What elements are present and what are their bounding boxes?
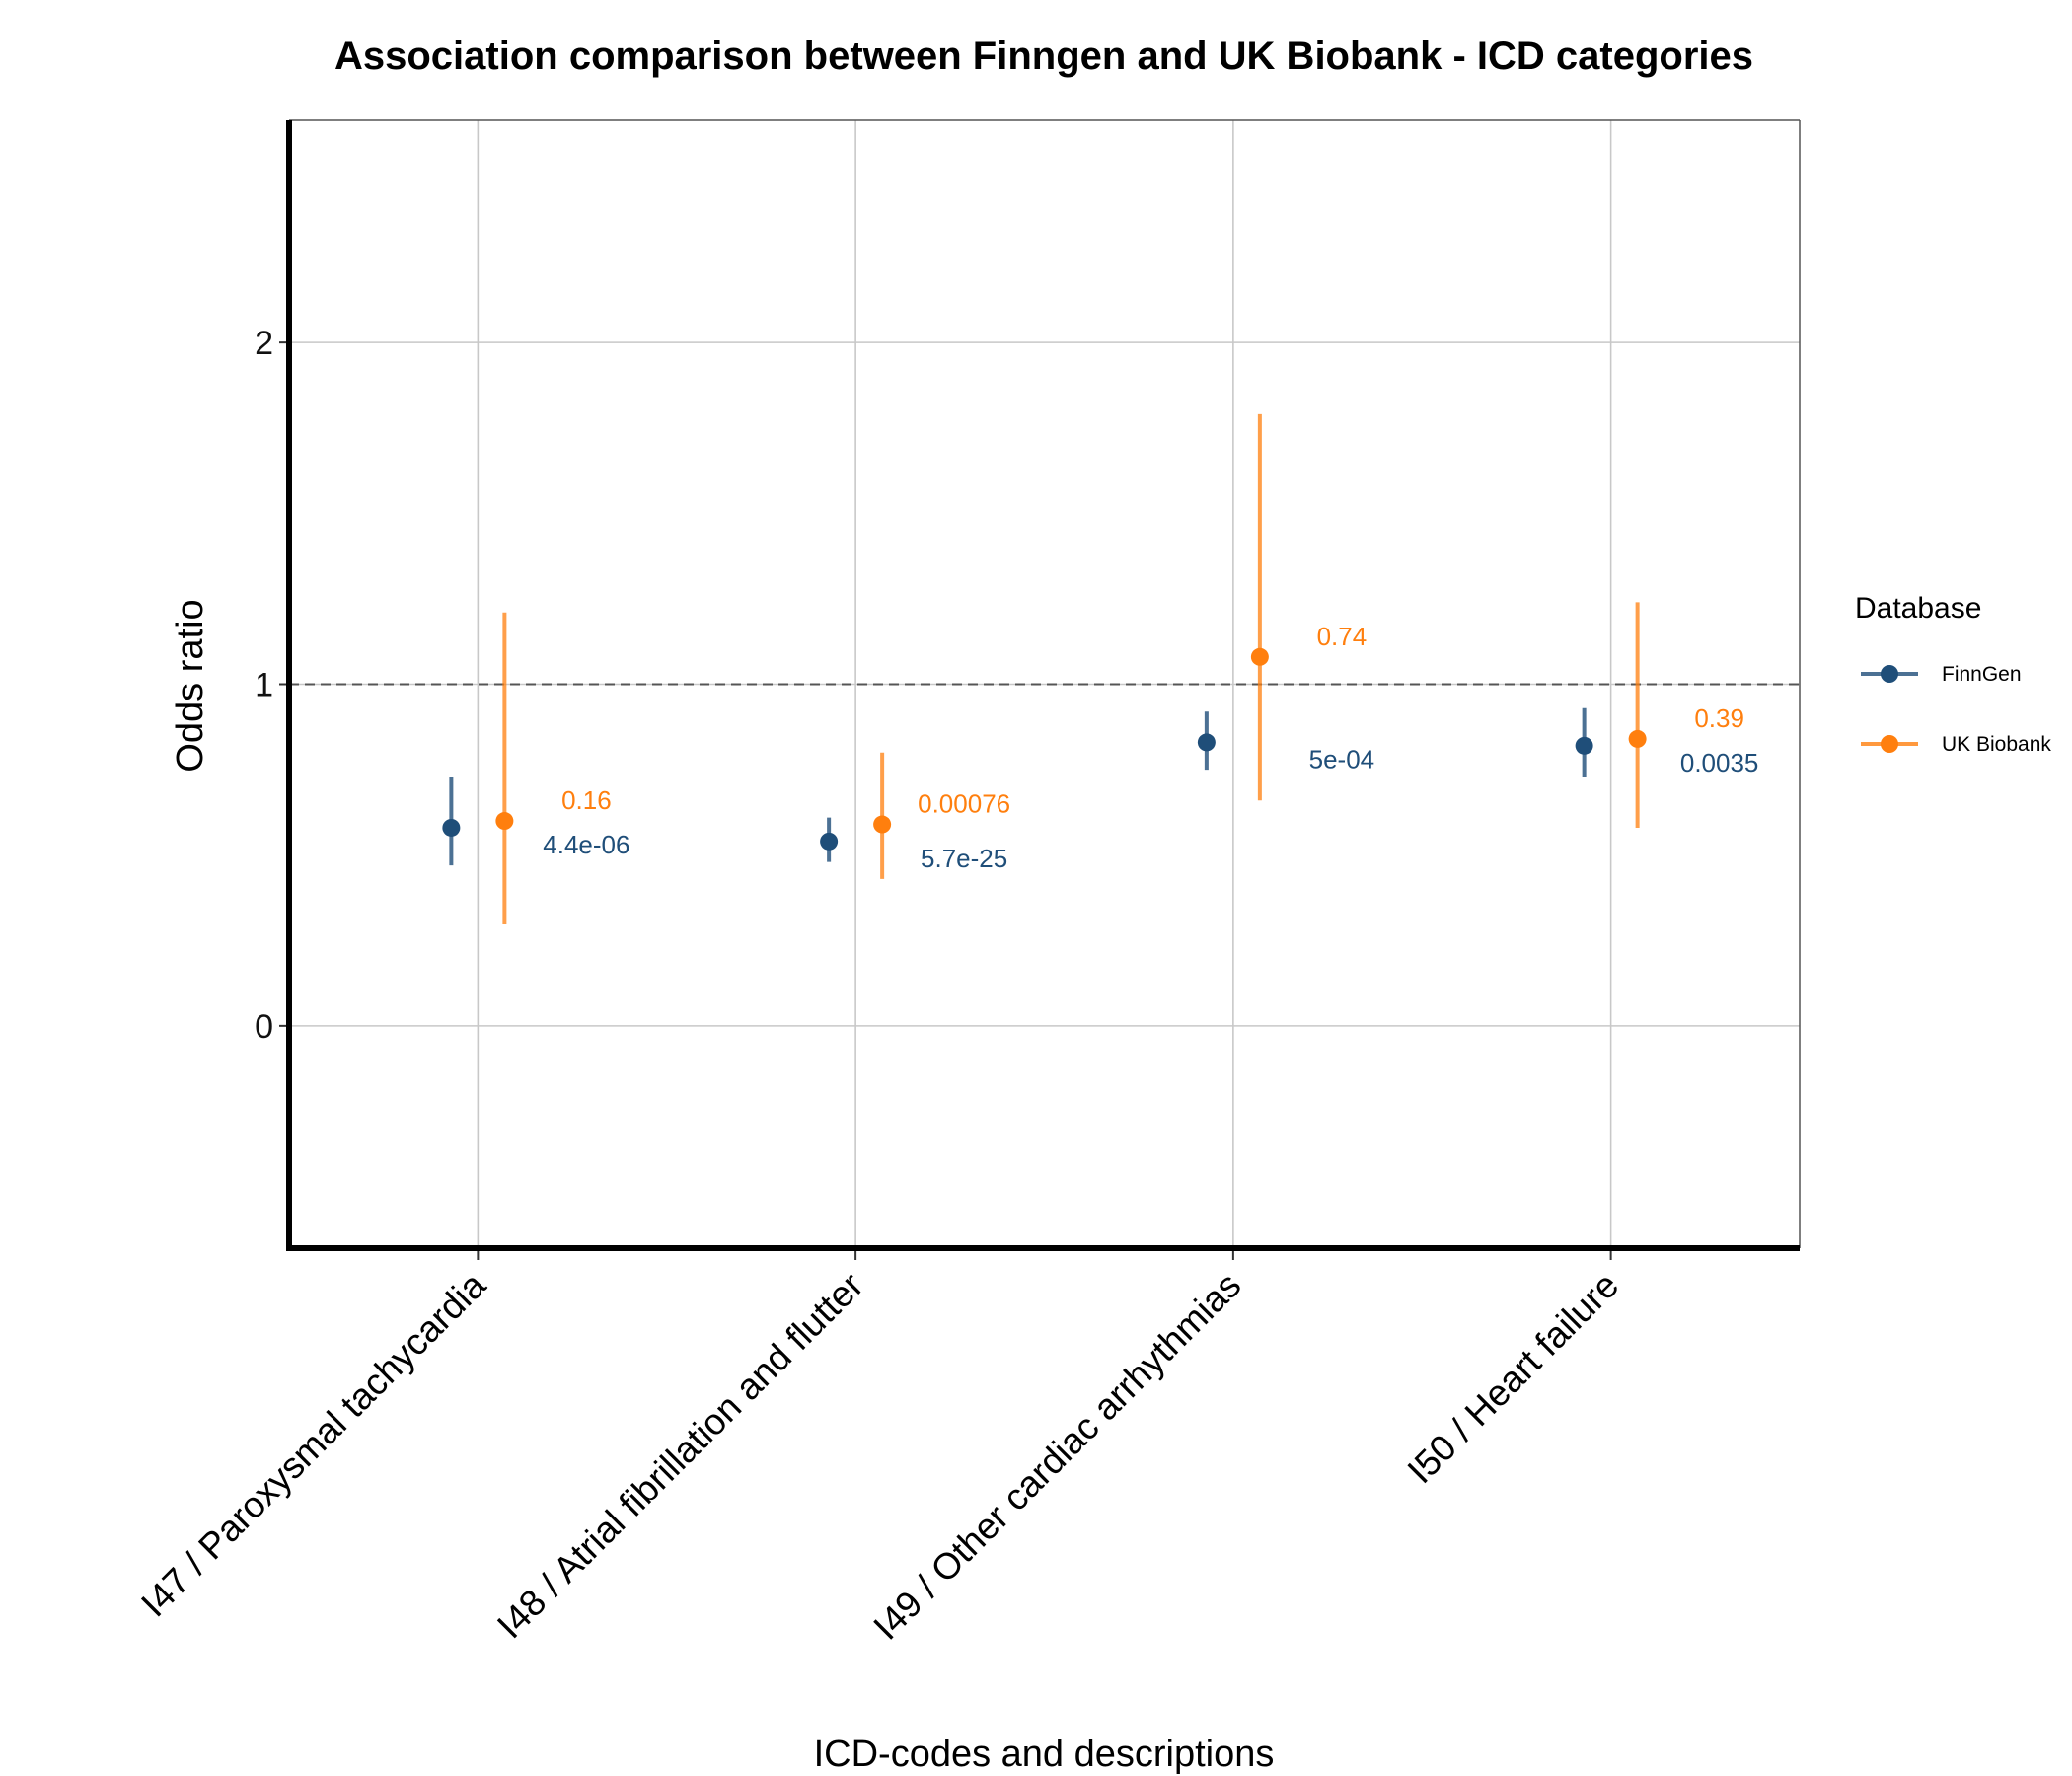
legend-label-finngen: FinnGen xyxy=(1942,663,2022,686)
uk-biobank-p-value-label: 0.39 xyxy=(1694,703,1744,733)
y-tick-label: 0 xyxy=(255,1008,273,1046)
legend-key-point-uk-biobank xyxy=(1881,735,1898,753)
uk-biobank-p-value-label: 0.74 xyxy=(1317,622,1368,651)
x-tick-label: I49 / Other cardiac arrhythmias xyxy=(865,1265,1248,1648)
x-tick-label: I50 / Heart failure xyxy=(1400,1265,1627,1492)
finngen-p-value-label: 0.0035 xyxy=(1680,748,1759,777)
finngen-p-value-label: 4.4e-06 xyxy=(543,830,629,859)
y-tick-label: 1 xyxy=(255,667,273,704)
y-axis-title: Odds ratio xyxy=(170,599,211,772)
uk-biobank-point xyxy=(873,815,892,834)
x-tick-label: I47 / Paroxysmal tachycardia xyxy=(133,1264,493,1624)
uk-biobank-point xyxy=(495,812,514,831)
finngen-point xyxy=(820,832,839,851)
legend-key-point-finngen xyxy=(1881,665,1898,683)
chart-title: Association comparison between Finngen a… xyxy=(334,35,1753,78)
finngen-p-value-label: 5.7e-25 xyxy=(921,844,1007,873)
uk-biobank-p-value-label: 0.00076 xyxy=(918,789,1010,819)
finngen-point xyxy=(442,818,461,837)
legend: Database FinnGen UK Biobank xyxy=(1855,592,2051,756)
finngen-point xyxy=(1575,736,1593,755)
uk-biobank-point xyxy=(1250,647,1269,666)
uk-biobank-p-value-label: 0.16 xyxy=(561,785,612,815)
uk-biobank-point xyxy=(1628,729,1647,748)
y-tick-label: 2 xyxy=(255,325,273,362)
legend-title: Database xyxy=(1855,592,1981,625)
x-axis-title: ICD-codes and descriptions xyxy=(814,1734,1275,1775)
finngen-point xyxy=(1197,733,1216,752)
legend-label-uk-biobank: UK Biobank xyxy=(1942,733,2051,756)
x-tick-label: I48 / Atrial fibrillation and flutter xyxy=(489,1265,871,1647)
finngen-p-value-label: 5e-04 xyxy=(1309,744,1375,774)
